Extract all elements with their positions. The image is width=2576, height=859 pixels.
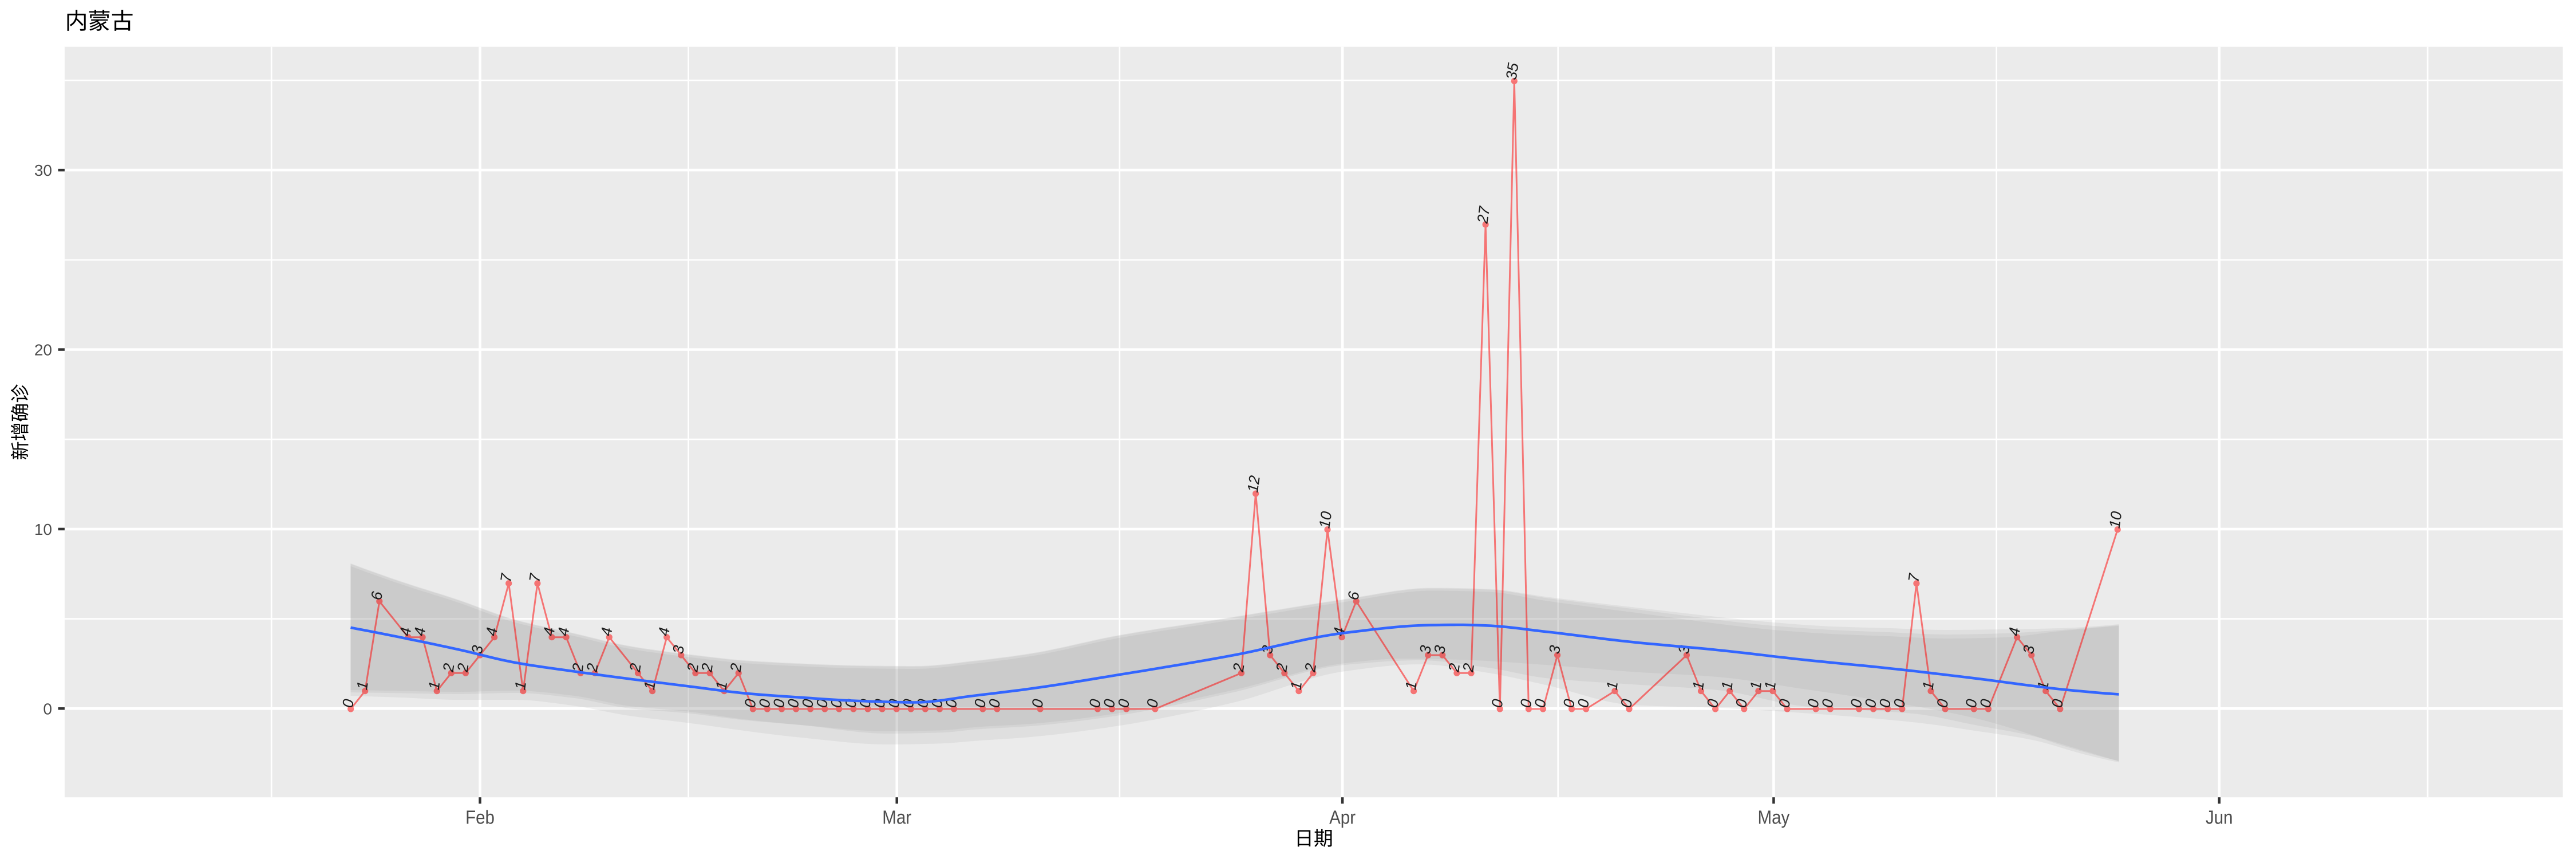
svg-text:3: 3: [1416, 644, 1435, 655]
svg-text:0: 0: [784, 698, 803, 709]
svg-text:0: 0: [1977, 698, 1995, 709]
svg-text:4: 4: [598, 626, 616, 637]
svg-text:0: 0: [1488, 698, 1507, 709]
svg-text:0: 0: [1574, 698, 1593, 709]
svg-text:1: 1: [1689, 680, 1708, 691]
svg-text:3: 3: [2020, 644, 2038, 655]
svg-text:0: 0: [813, 698, 831, 709]
svg-text:Jun: Jun: [2206, 807, 2233, 828]
svg-text:0: 0: [741, 698, 760, 709]
svg-text:4: 4: [411, 626, 429, 637]
svg-text:1: 1: [425, 680, 444, 691]
svg-text:4: 4: [540, 626, 558, 637]
svg-text:0: 0: [1847, 698, 1866, 709]
svg-text:Mar: Mar: [882, 807, 911, 828]
svg-text:3: 3: [669, 644, 688, 655]
svg-text:30: 30: [34, 161, 52, 179]
svg-text:3: 3: [1431, 644, 1449, 655]
svg-text:0: 0: [1617, 698, 1635, 709]
svg-text:2: 2: [726, 662, 745, 673]
svg-text:4: 4: [555, 626, 573, 637]
svg-text:0: 0: [1862, 698, 1880, 709]
svg-text:12: 12: [1244, 474, 1263, 494]
svg-text:0: 0: [1115, 698, 1133, 709]
svg-text:2: 2: [1459, 662, 1477, 673]
svg-text:10: 10: [1315, 510, 1335, 530]
svg-text:0: 0: [43, 700, 52, 718]
svg-text:0: 0: [1704, 698, 1722, 709]
svg-text:2: 2: [683, 662, 702, 673]
svg-text:2: 2: [1273, 662, 1291, 673]
svg-text:0: 0: [1876, 698, 1894, 709]
svg-text:2: 2: [1445, 662, 1463, 673]
svg-text:1: 1: [1603, 680, 1621, 691]
svg-text:1: 1: [713, 680, 731, 691]
svg-text:1: 1: [1718, 680, 1736, 691]
svg-text:4: 4: [655, 626, 673, 637]
svg-text:0: 0: [1517, 698, 1535, 709]
svg-text:0: 0: [1143, 698, 1161, 709]
svg-text:0: 0: [985, 698, 1003, 709]
svg-text:1: 1: [353, 680, 372, 691]
svg-text:0: 0: [1732, 698, 1751, 709]
svg-text:10: 10: [2106, 510, 2125, 530]
svg-text:7: 7: [526, 572, 544, 583]
svg-text:Feb: Feb: [465, 807, 495, 828]
svg-text:6: 6: [368, 590, 386, 601]
svg-text:0: 0: [1560, 698, 1578, 709]
svg-text:1: 1: [1919, 680, 1937, 691]
svg-text:0: 0: [770, 698, 788, 709]
svg-text:0: 0: [339, 698, 357, 709]
svg-text:10: 10: [34, 521, 52, 538]
svg-text:0: 0: [1531, 698, 1550, 709]
svg-text:1: 1: [511, 680, 530, 691]
svg-text:7: 7: [1905, 572, 1923, 583]
svg-text:0: 0: [1804, 698, 1823, 709]
svg-text:6: 6: [1345, 590, 1363, 601]
svg-text:0: 0: [971, 698, 989, 709]
svg-text:1: 1: [1747, 680, 1765, 691]
svg-text:3: 3: [1546, 644, 1564, 655]
svg-text:0: 0: [2048, 698, 2067, 709]
svg-text:7: 7: [497, 572, 515, 583]
svg-text:2: 2: [1301, 662, 1319, 673]
svg-text:20: 20: [34, 341, 52, 359]
svg-text:4: 4: [396, 626, 414, 637]
svg-text:1: 1: [1761, 680, 1779, 691]
svg-text:2: 2: [698, 662, 716, 673]
svg-text:0: 0: [1934, 698, 1952, 709]
svg-text:0: 0: [1890, 698, 1909, 709]
svg-text:35: 35: [1503, 62, 1522, 81]
svg-text:1: 1: [1402, 680, 1420, 691]
svg-text:0: 0: [1029, 698, 1047, 709]
svg-text:2: 2: [626, 662, 645, 673]
svg-text:0: 0: [1100, 698, 1119, 709]
svg-text:0: 0: [1962, 698, 1981, 709]
svg-text:4: 4: [483, 626, 501, 637]
svg-text:2: 2: [583, 662, 602, 673]
svg-text:0: 0: [799, 698, 817, 709]
svg-text:1: 1: [1287, 680, 1305, 691]
svg-text:2: 2: [454, 662, 472, 673]
svg-text:0: 0: [1819, 698, 1837, 709]
svg-text:0: 0: [1776, 698, 1794, 709]
svg-text:27: 27: [1473, 204, 1493, 225]
svg-text:2: 2: [1230, 662, 1248, 673]
svg-text:0: 0: [756, 698, 774, 709]
svg-text:May: May: [1758, 807, 1790, 828]
svg-text:2: 2: [440, 662, 458, 673]
svg-text:Apr: Apr: [1329, 807, 1356, 828]
svg-text:0: 0: [1086, 698, 1104, 709]
svg-text:4: 4: [2005, 626, 2024, 637]
